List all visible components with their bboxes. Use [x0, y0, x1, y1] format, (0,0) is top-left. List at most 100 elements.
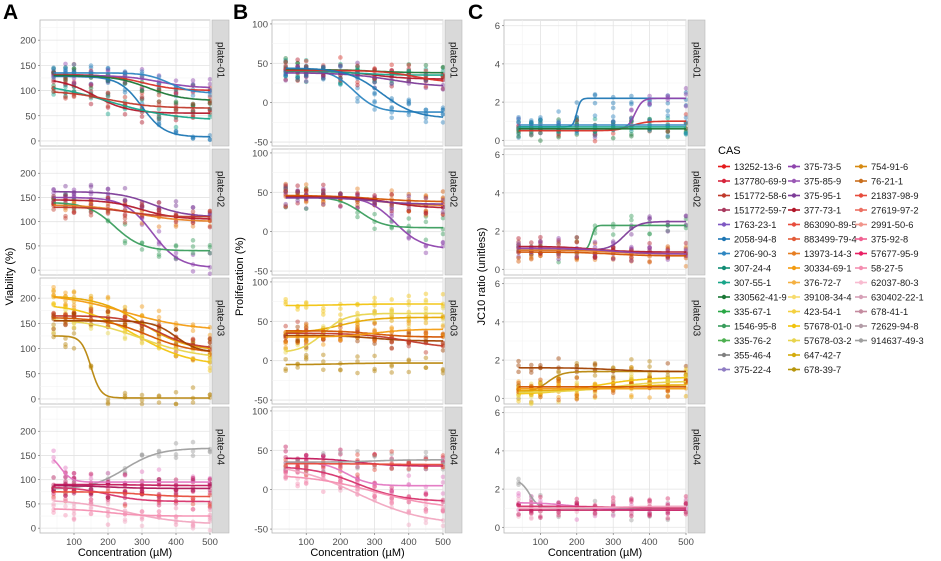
data-point	[574, 235, 580, 240]
data-point	[355, 66, 360, 71]
legend-key-point	[791, 222, 797, 227]
data-point	[423, 194, 429, 199]
data-point	[105, 309, 111, 314]
legend-key-point	[721, 367, 727, 372]
data-point	[389, 318, 395, 324]
data-point	[63, 336, 68, 341]
data-point	[156, 200, 162, 205]
data-point	[139, 453, 145, 458]
x-axis-label: Concentration (µM)	[310, 547, 404, 559]
fit-curve	[285, 459, 443, 463]
data-point	[355, 326, 360, 331]
data-point	[283, 297, 288, 302]
data-point	[105, 210, 111, 215]
data-point	[516, 120, 521, 126]
data-point	[63, 193, 68, 198]
legend-key-point	[791, 207, 797, 213]
data-point	[207, 94, 213, 100]
data-point	[665, 93, 671, 98]
data-point	[156, 333, 162, 339]
data-point	[190, 103, 196, 108]
data-point	[529, 401, 534, 407]
legend-label: 2058-94-8	[734, 235, 776, 245]
data-point	[207, 449, 213, 455]
data-point	[529, 118, 534, 123]
data-point	[190, 448, 196, 454]
data-point	[105, 203, 111, 209]
data-point	[295, 183, 300, 189]
data-point	[173, 452, 179, 457]
data-point	[139, 74, 145, 79]
data-point	[303, 338, 309, 343]
data-point	[190, 81, 196, 87]
data-point	[303, 452, 309, 458]
data-point	[63, 301, 68, 307]
data-point	[647, 244, 652, 250]
data-point	[51, 495, 56, 500]
data-point	[389, 326, 395, 332]
data-point	[665, 361, 671, 366]
data-point	[338, 203, 343, 209]
data-point	[190, 336, 196, 342]
data-point	[122, 90, 128, 95]
data-point	[105, 80, 111, 86]
data-point	[295, 75, 300, 80]
y-tick-label: 0	[31, 266, 36, 277]
legend-label: 30334-69-1	[804, 264, 852, 274]
data-point	[389, 188, 395, 193]
data-point	[683, 130, 689, 136]
data-point	[139, 489, 145, 494]
data-point	[321, 465, 326, 470]
data-point	[156, 502, 162, 508]
data-point	[105, 330, 111, 336]
data-point	[139, 489, 145, 494]
data-point	[440, 196, 446, 202]
legend-label: 62037-80-3	[871, 278, 919, 288]
data-point	[389, 203, 395, 208]
data-point	[283, 203, 288, 209]
data-point	[372, 320, 377, 325]
data-point	[338, 191, 343, 196]
data-point	[372, 320, 377, 325]
data-point	[139, 326, 145, 332]
facet-strip	[687, 19, 706, 147]
data-point	[295, 339, 300, 345]
data-point	[355, 199, 360, 205]
data-point	[529, 394, 534, 399]
data-point	[283, 185, 288, 190]
data-point	[592, 362, 598, 367]
fit-curve	[53, 486, 210, 503]
data-point	[647, 511, 652, 516]
legend-item: 883499-79-4	[788, 235, 857, 245]
y-tick-label: 2	[495, 356, 500, 367]
data-point	[440, 508, 446, 513]
y-tick-label: 0	[495, 265, 500, 276]
data-point	[303, 352, 309, 358]
data-point	[63, 321, 68, 326]
data-point	[389, 297, 395, 302]
data-point	[207, 507, 213, 513]
data-point	[105, 294, 111, 300]
data-point	[529, 251, 534, 257]
data-point	[629, 128, 634, 134]
data-point	[122, 471, 128, 476]
legend-item: 13252-13-6	[718, 162, 782, 172]
y-tick-label: 100	[20, 217, 36, 228]
data-point	[156, 86, 162, 92]
data-point	[683, 92, 689, 97]
fit-curve	[285, 312, 443, 353]
data-point	[423, 115, 429, 121]
data-point	[88, 305, 94, 310]
y-tick-label: 50	[25, 111, 36, 122]
data-point	[683, 393, 689, 399]
data-point	[406, 62, 412, 67]
legend-item: 2706-90-3	[718, 249, 776, 259]
fit-curve	[285, 468, 444, 522]
data-point	[207, 100, 213, 106]
data-point	[629, 365, 634, 370]
x-axis-label: Concentration (µM)	[548, 547, 642, 559]
data-point	[389, 208, 395, 214]
data-point	[574, 132, 580, 137]
data-point	[283, 186, 288, 192]
data-point	[389, 498, 395, 503]
